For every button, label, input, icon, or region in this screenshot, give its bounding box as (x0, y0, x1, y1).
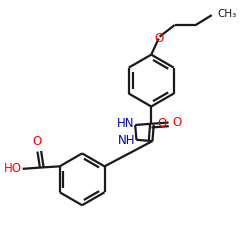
Text: O: O (172, 116, 181, 129)
Text: O: O (157, 117, 166, 130)
Text: HN: HN (116, 117, 134, 130)
Text: CH₃: CH₃ (217, 9, 236, 19)
Text: NH: NH (118, 134, 135, 147)
Text: O: O (154, 32, 163, 45)
Text: HO: HO (4, 162, 22, 175)
Text: O: O (33, 135, 42, 148)
